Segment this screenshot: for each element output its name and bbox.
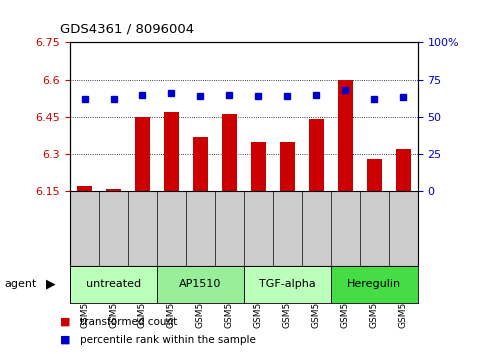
Bar <box>331 266 418 303</box>
Text: Heregulin: Heregulin <box>347 279 401 289</box>
Bar <box>396 149 411 191</box>
Bar <box>244 266 331 303</box>
Bar <box>338 80 353 191</box>
Text: ■: ■ <box>60 317 74 327</box>
Bar <box>70 266 157 303</box>
Text: TGF-alpha: TGF-alpha <box>259 279 316 289</box>
Bar <box>280 142 295 191</box>
Text: GDS4361 / 8096004: GDS4361 / 8096004 <box>60 22 195 35</box>
Text: agent: agent <box>5 279 37 289</box>
Bar <box>164 112 179 191</box>
Bar <box>77 186 92 191</box>
Text: percentile rank within the sample: percentile rank within the sample <box>80 335 256 345</box>
Text: ■: ■ <box>60 335 74 345</box>
Text: untreated: untreated <box>86 279 141 289</box>
Text: ▶: ▶ <box>46 278 56 291</box>
Bar <box>106 189 121 191</box>
Bar <box>367 159 382 191</box>
Bar <box>193 137 208 191</box>
Bar <box>135 117 150 191</box>
Bar <box>251 142 266 191</box>
Text: transformed count: transformed count <box>80 317 177 327</box>
Bar <box>157 266 244 303</box>
Bar <box>222 114 237 191</box>
Bar <box>309 119 324 191</box>
Text: AP1510: AP1510 <box>179 279 222 289</box>
